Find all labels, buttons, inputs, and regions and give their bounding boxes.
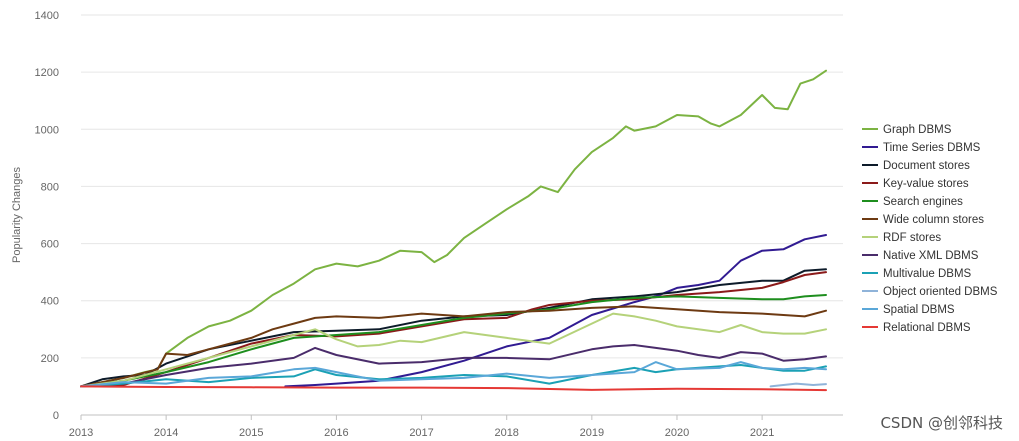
series-line <box>80 69 827 388</box>
y-axis-title: Popularity Changes <box>11 167 23 264</box>
y-tick-label: 200 <box>41 353 59 365</box>
legend-label: Spatial DBMS <box>883 304 955 316</box>
series-lines <box>80 69 827 392</box>
x-tick-label: 2018 <box>494 427 518 439</box>
x-tick-label: 2021 <box>750 427 774 439</box>
legend-label: Native XML DBMS <box>883 250 979 262</box>
x-tick-label: 2014 <box>154 427 178 439</box>
x-tick-label: 2019 <box>580 427 604 439</box>
y-tick-label: 800 <box>41 181 59 193</box>
y-tick-label: 1000 <box>35 124 59 136</box>
series-line <box>769 382 827 388</box>
legend-label: Search engines <box>883 196 963 208</box>
x-tick-label: 2013 <box>69 427 93 439</box>
x-tick-label: 2017 <box>409 427 433 439</box>
x-tick-label: 2020 <box>665 427 689 439</box>
y-tick-label: 400 <box>41 296 59 308</box>
x-tick-label: 2015 <box>239 427 263 439</box>
y-tick-label: 1400 <box>35 10 59 22</box>
legend-label: Wide column stores <box>883 214 984 226</box>
series-line <box>80 344 827 388</box>
series-line <box>80 271 827 388</box>
series-line <box>80 361 827 388</box>
legend-label: Key-value stores <box>883 178 969 190</box>
legend-label: Document stores <box>883 160 970 172</box>
series-line <box>80 312 827 388</box>
legend-item[interactable]: Time Series DBMS <box>862 142 981 154</box>
y-tick-label: 1200 <box>35 67 59 79</box>
y-tick-label: 600 <box>41 239 59 251</box>
y-axis-ticks: 0 200 400 600 800 1000 1200 1400 <box>35 10 59 422</box>
legend-item[interactable]: Search engines <box>862 196 963 208</box>
legend-label: Relational DBMS <box>883 322 971 334</box>
legend-label: Time Series DBMS <box>883 142 981 154</box>
legend-item[interactable]: Object oriented DBMS <box>862 286 998 298</box>
legend-item[interactable]: Document stores <box>862 160 970 172</box>
x-axis-ticks: 2013 2014 2015 2016 2017 2018 2019 2020 2021 <box>69 415 774 439</box>
legend-item[interactable]: Native XML DBMS <box>862 250 979 262</box>
legend-label: Graph DBMS <box>883 124 952 136</box>
legend-item[interactable]: Graph DBMS <box>862 124 952 136</box>
series-line <box>80 385 827 392</box>
legend: Graph DBMS Time Series DBMS Document store… <box>862 124 998 334</box>
legend-item[interactable]: Relational DBMS <box>862 322 971 334</box>
y-tick-label: 0 <box>53 410 59 422</box>
series-line <box>80 305 827 388</box>
legend-item[interactable]: Wide column stores <box>862 214 984 226</box>
legend-label: Object oriented DBMS <box>883 286 998 298</box>
legend-item[interactable]: Spatial DBMS <box>862 304 955 316</box>
legend-item[interactable]: Multivalue DBMS <box>862 268 972 280</box>
legend-item[interactable]: Key-value stores <box>862 178 969 190</box>
series-line <box>80 294 827 388</box>
legend-item[interactable]: RDF stores <box>862 232 941 244</box>
series-line <box>80 364 827 388</box>
legend-label: Multivalue DBMS <box>883 268 972 280</box>
x-tick-label: 2016 <box>324 427 348 439</box>
legend-label: RDF stores <box>883 232 941 244</box>
watermark-text: CSDN @创邻科技 <box>880 414 1003 432</box>
